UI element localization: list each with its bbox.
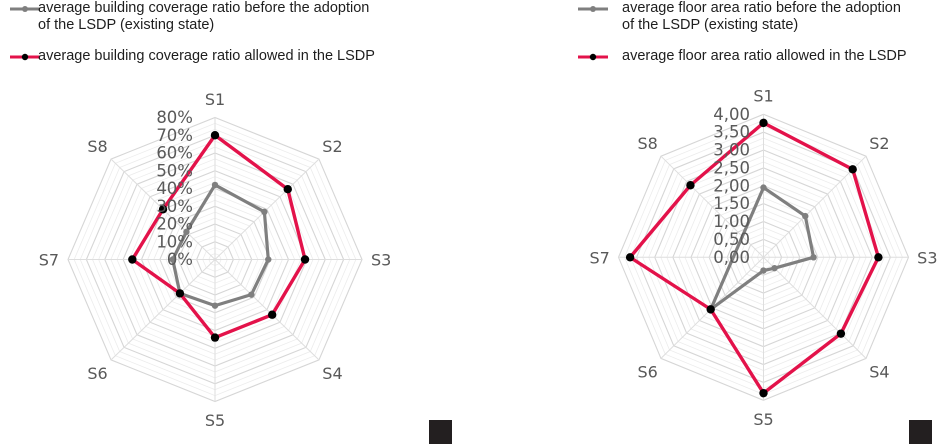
data-point — [265, 256, 272, 263]
tick-label: 0,00 — [713, 248, 750, 267]
data-point — [210, 131, 220, 140]
category-label: S2 — [322, 137, 342, 156]
category-label: S2 — [869, 134, 889, 153]
tick-label: 30% — [156, 197, 193, 216]
tick-label: 50% — [156, 161, 193, 180]
spoke — [214, 259, 320, 361]
legend-right: average floor area ratio before the adop… — [578, 0, 947, 70]
data-point — [802, 212, 809, 220]
legend-text-line: average floor area ratio before the adop… — [622, 0, 901, 16]
data-point — [625, 253, 635, 262]
tick-label: 20% — [156, 215, 193, 234]
legend-text-line: average building coverage ratio before t… — [38, 0, 370, 16]
data-point — [211, 181, 219, 189]
corner-square-right — [909, 420, 932, 444]
legend-text-line: average floor area ratio allowed in the … — [622, 48, 907, 64]
tick-label: 0,50 — [713, 230, 750, 249]
category-label: S4 — [322, 364, 342, 383]
legend-swatch-existing-icon — [10, 6, 40, 12]
tick-label: 0% — [167, 250, 193, 269]
category-label: S3 — [371, 251, 391, 270]
category-label: S7 — [589, 248, 609, 267]
data-point — [759, 388, 768, 398]
data-point — [283, 185, 292, 194]
data-point — [686, 181, 695, 190]
data-point — [267, 310, 277, 319]
data-point — [874, 253, 883, 262]
legend-left: average building coverage ratio before t… — [10, 0, 470, 70]
tick-label: 2,00 — [713, 176, 750, 195]
legend-text-line: average building coverage ratio allowed … — [38, 48, 375, 64]
tick-label: 3,50 — [713, 123, 750, 142]
data-point — [771, 264, 778, 272]
data-point — [169, 256, 176, 263]
tick-label: 1,00 — [713, 212, 750, 231]
tick-label: 4,00 — [713, 105, 750, 124]
legend-swatch-existing-icon — [578, 6, 608, 12]
tick-label: 2,50 — [713, 158, 750, 177]
data-point — [760, 184, 767, 191]
corner-square-left — [429, 420, 452, 444]
category-label: S8 — [637, 134, 657, 153]
series-existing — [169, 181, 272, 309]
category-label: S1 — [753, 87, 773, 106]
radar-chart-2: S1 S2 S3 S4 S5 S6 S7 S8 0,000,501,001,502,002,50… — [589, 87, 937, 429]
data-point — [836, 329, 846, 338]
radar-chart-1: S1 S2 S3 S4 S5 S6 S7 S8 0%10%20%30%40%50%60%70%8… — [39, 90, 392, 430]
category-label: S1 — [205, 90, 225, 109]
category-label: S5 — [205, 411, 225, 430]
data-point — [175, 289, 185, 298]
spoke — [763, 256, 867, 359]
legend-text-line: of the LSDP (existing state) — [622, 17, 799, 33]
data-point — [759, 118, 768, 128]
grid — [617, 113, 910, 401]
tick-label: 40% — [156, 179, 193, 198]
grid — [67, 116, 363, 403]
tick-label: 1,50 — [713, 194, 750, 213]
data-point — [248, 291, 255, 298]
category-label: S6 — [637, 363, 657, 382]
series-allowed — [625, 118, 883, 398]
legend-swatch-allowed-icon — [578, 53, 608, 61]
data-point — [211, 302, 219, 309]
spoke — [763, 155, 867, 258]
data-point — [760, 267, 767, 274]
tick-label: 60% — [156, 144, 193, 163]
data-point — [128, 255, 137, 264]
category-label: S7 — [39, 251, 59, 270]
tick-label: 3,00 — [713, 141, 750, 160]
category-label: S3 — [917, 248, 937, 267]
category-label: S4 — [869, 363, 889, 382]
legend-text-line: of the LSDP (existing state) — [38, 17, 215, 33]
spoke — [660, 155, 764, 258]
data-point — [158, 205, 168, 214]
category-label: S5 — [753, 410, 773, 429]
category-label: S6 — [87, 364, 107, 383]
data-point — [300, 255, 310, 264]
category-label: S8 — [87, 137, 107, 156]
spoke — [214, 158, 320, 260]
data-point — [848, 165, 857, 174]
series-allowed — [128, 131, 310, 342]
data-point — [810, 254, 817, 261]
tick-label: 70% — [156, 126, 193, 145]
data-point — [210, 333, 220, 342]
legend-swatch-allowed-icon — [10, 53, 40, 61]
data-point — [706, 305, 715, 314]
data-point — [183, 228, 190, 236]
data-point — [261, 208, 268, 216]
tick-label: 80% — [156, 108, 193, 127]
tick-label: 10% — [156, 232, 193, 251]
spoke — [110, 259, 216, 361]
